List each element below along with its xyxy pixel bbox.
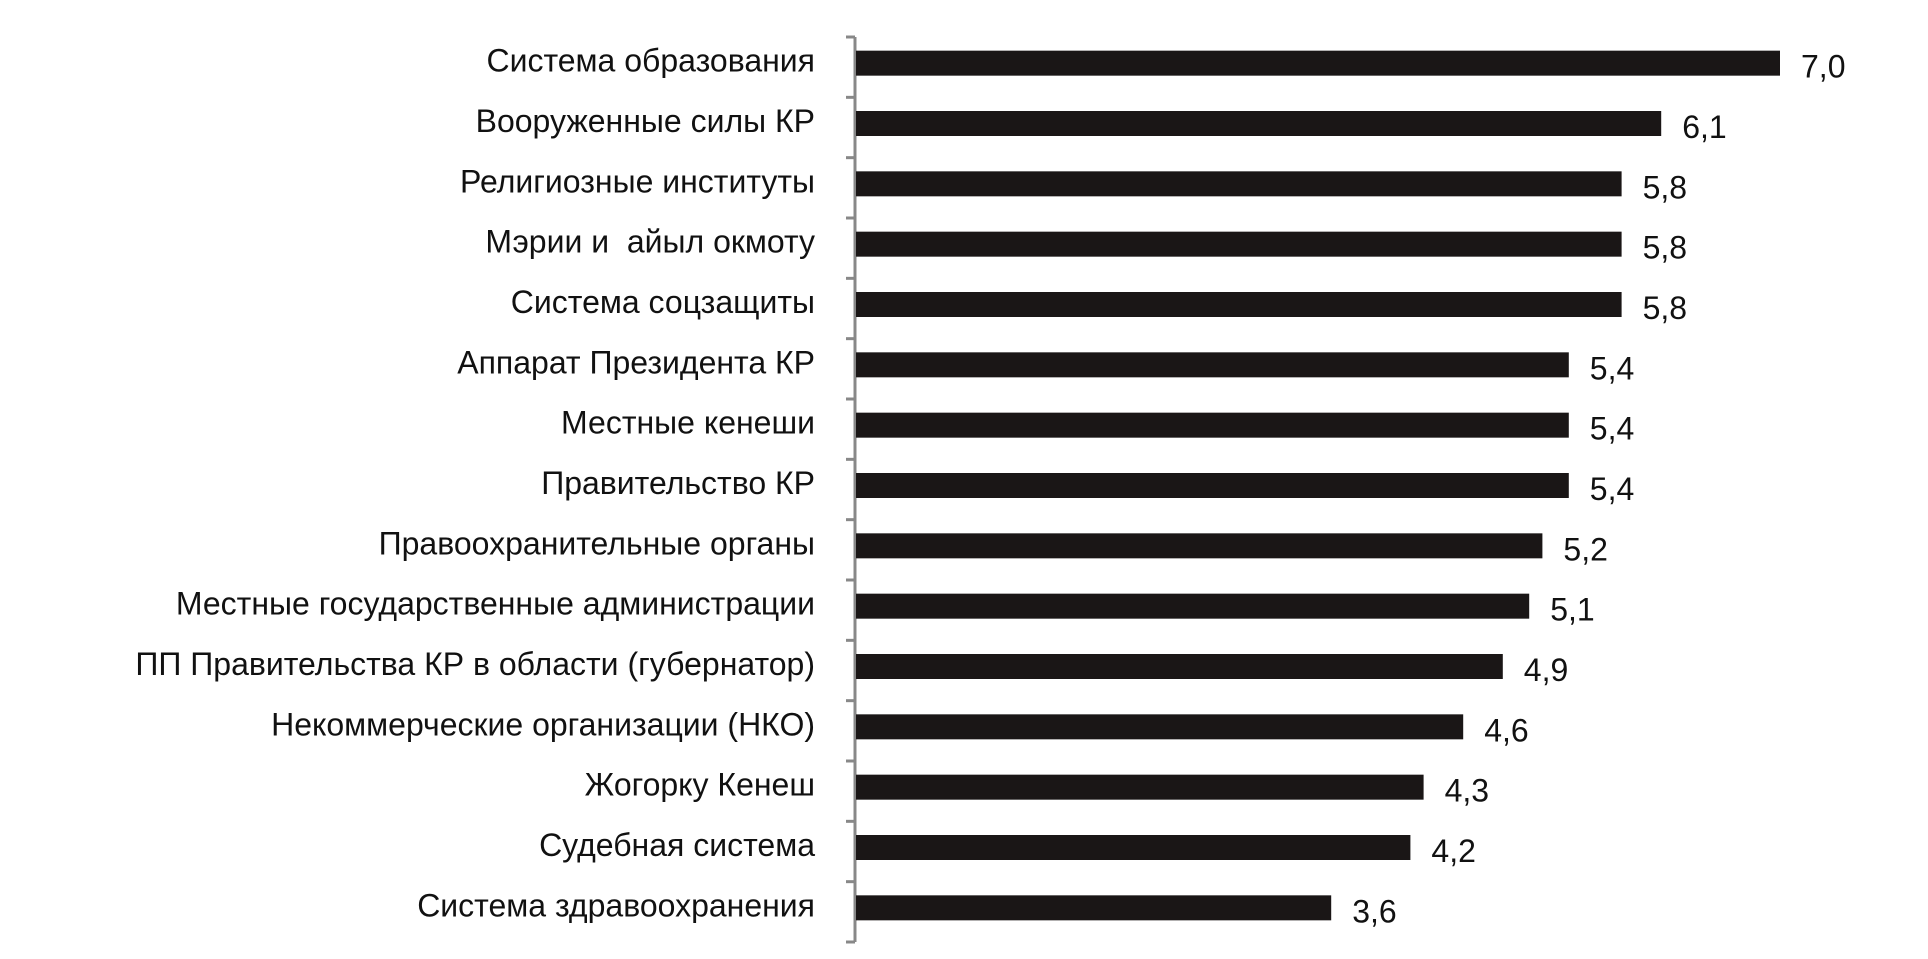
value-label: 5,8 [1643, 230, 1687, 266]
category-label: Местные кенеши [561, 405, 815, 441]
bar [856, 714, 1464, 740]
category-label: Правительство КР [541, 465, 815, 501]
category-label: Местные государственные администрации [176, 586, 815, 622]
category-label: Судебная система [539, 827, 815, 863]
value-label: 4,2 [1431, 833, 1475, 869]
value-label: 5,4 [1590, 411, 1634, 447]
category-label: Система здравоохранения [417, 887, 815, 923]
value-label: 5,2 [1563, 531, 1607, 567]
category-label: Жогорку Кенеш [585, 767, 815, 803]
category-label: Правоохранительные органы [379, 525, 815, 561]
bar [856, 654, 1503, 679]
bar [856, 171, 1622, 197]
value-label: 6,1 [1682, 109, 1726, 145]
value-label: 7,0 [1801, 49, 1845, 85]
value-label: 5,4 [1590, 350, 1634, 386]
category-label: ПП Правительства КР в области (губернато… [135, 646, 815, 682]
category-label: Религиозные институты [460, 163, 815, 199]
value-label: 4,6 [1484, 712, 1528, 748]
bar [856, 473, 1569, 498]
bar [856, 835, 1411, 860]
category-label: Мэрии и айыл окмоту [485, 224, 815, 260]
value-label: 5,4 [1590, 471, 1634, 507]
value-label: 4,3 [1445, 773, 1489, 809]
bar [856, 533, 1543, 559]
category-label: Вооруженные силы КР [476, 103, 815, 139]
bar [856, 412, 1569, 438]
bar [856, 593, 1530, 619]
bar [856, 292, 1622, 317]
bar [856, 50, 1780, 76]
bar [856, 895, 1332, 921]
value-label: 3,6 [1352, 893, 1396, 929]
bar [856, 774, 1424, 800]
bar [856, 111, 1662, 136]
category-label: Система соцзащиты [511, 284, 815, 320]
bar [856, 231, 1622, 257]
value-label: 5,1 [1550, 592, 1594, 628]
value-label: 5,8 [1643, 169, 1687, 205]
category-label: Некоммерческие организации (НКО) [271, 706, 815, 742]
value-label: 5,8 [1643, 290, 1687, 326]
value-label: 4,9 [1524, 652, 1568, 688]
category-label: Система образования [486, 43, 815, 79]
category-label: Аппарат Президента КР [457, 344, 815, 380]
bar [856, 352, 1569, 378]
